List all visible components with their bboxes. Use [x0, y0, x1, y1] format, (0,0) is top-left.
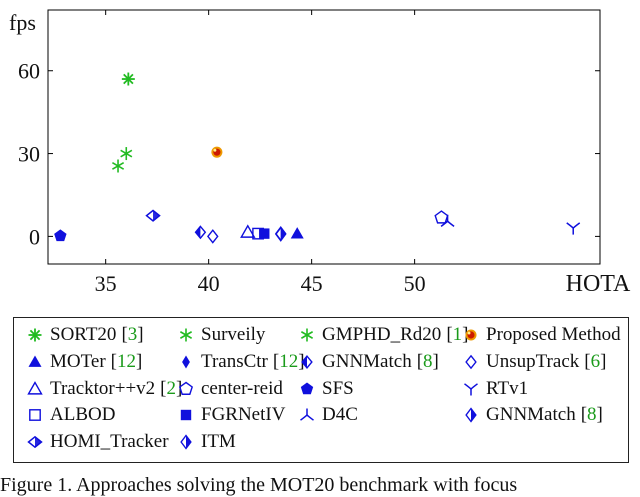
- legend-item: SORT20 [3]: [26, 322, 144, 348]
- legend-item: GNNMatch [8]: [462, 402, 603, 428]
- legend-item: GMPHD_Rd20 [1]: [298, 322, 468, 348]
- legend-marker-icon: [182, 355, 190, 369]
- data-point: [145, 209, 161, 222]
- legend-citation: [8]: [580, 404, 603, 425]
- chart-legend: SORT20 [3] Surveily GMPHD_Rd20 [1] Proposed M…: [13, 317, 629, 463]
- legend-label: ALBOD: [50, 404, 116, 425]
- plot-marks: [54, 72, 581, 244]
- data-point: [120, 147, 133, 161]
- legend-label: UnsupTrack: [486, 351, 580, 372]
- legend-marker-icon: [28, 355, 42, 367]
- legend-marker-icon: [465, 407, 477, 423]
- legend-label: Proposed Method: [486, 324, 621, 345]
- legend-label: GNNMatch: [322, 351, 412, 372]
- data-point: [112, 159, 125, 173]
- scatter-plot: 35 40 45 50 0 30 60 HOTA fps: [9, 9, 631, 297]
- legend-label: GMPHD_Rd20: [322, 324, 442, 345]
- legend-label: HOMI_Tracker: [50, 431, 169, 452]
- legend-marker-icon: [27, 381, 43, 395]
- legend-label: TransCtr: [201, 351, 268, 372]
- data-point: [566, 222, 581, 235]
- data-point: [259, 228, 270, 239]
- x-tick-label: 40: [198, 271, 220, 296]
- x-tick-label: 45: [301, 271, 323, 296]
- legend-marker-icon: [300, 408, 314, 421]
- legend-item: Surveily: [177, 322, 265, 348]
- legend-marker-icon: [178, 381, 194, 395]
- x-tick-label: 50: [404, 271, 426, 296]
- data-point: [290, 227, 304, 239]
- legend-marker-icon: [27, 435, 43, 449]
- legend-label: D4C: [322, 404, 358, 425]
- legend-marker-icon: [301, 355, 313, 369]
- y-axis-label: fps: [9, 10, 36, 35]
- legend-marker-icon: [465, 329, 477, 341]
- data-point: [207, 229, 219, 244]
- legend-citation: [12]: [110, 351, 143, 372]
- x-axis-label: HOTA: [566, 271, 631, 297]
- data-point: [434, 210, 449, 224]
- plot-axes: 35 40 45 50 0 30 60 HOTA fps: [9, 9, 631, 297]
- y-tick-label: 30: [18, 142, 40, 167]
- legend-marker-icon: [300, 382, 314, 395]
- legend-citation: [8]: [416, 351, 439, 372]
- data-point: [211, 146, 223, 158]
- data-point: [274, 226, 287, 242]
- legend-marker-icon: [300, 328, 314, 342]
- legend-item: GNNMatch [8]: [298, 349, 439, 375]
- data-point: [240, 224, 256, 238]
- legend-item: ALBOD: [26, 402, 115, 428]
- legend-label: Surveily: [201, 324, 266, 345]
- y-tick-label: 60: [18, 59, 40, 84]
- x-tick-label: 35: [95, 271, 117, 296]
- legend-item: center-reid: [177, 376, 283, 402]
- legend-item: ITM: [177, 429, 236, 455]
- legend-label: ITM: [201, 431, 236, 452]
- legend-item: Tracktor++v2 [2]: [26, 376, 182, 402]
- legend-citation: [12]: [272, 351, 305, 372]
- legend-marker-icon: [464, 383, 478, 396]
- y-tick-label: 0: [29, 224, 40, 249]
- data-point: [121, 72, 135, 86]
- legend-item: MOTer [12]: [26, 349, 142, 375]
- legend-marker-icon: [29, 409, 41, 421]
- legend-marker-icon: [465, 354, 477, 370]
- legend-item: SFS: [298, 376, 354, 402]
- legend-item: FGRNetIV: [177, 402, 285, 428]
- legend-marker-icon: [180, 409, 192, 421]
- legend-citation: [3]: [121, 324, 144, 345]
- legend-label: Tracktor++v2: [50, 378, 156, 399]
- legend-item: Proposed Method: [462, 322, 621, 348]
- legend-marker-icon: [179, 328, 193, 342]
- legend-label: GNNMatch: [486, 404, 576, 425]
- legend-label: RTv1: [486, 378, 529, 399]
- plot-frame: [47, 9, 601, 265]
- legend-item: UnsupTrack [6]: [462, 349, 606, 375]
- legend-item: TransCtr [12]: [177, 349, 305, 375]
- legend-label: SFS: [322, 378, 354, 399]
- legend-label: MOTer: [50, 351, 106, 372]
- data-point: [54, 229, 67, 242]
- legend-marker-icon: [28, 328, 42, 342]
- legend-item: HOMI_Tracker: [26, 429, 169, 455]
- legend-label: center-reid: [201, 378, 283, 399]
- legend-item: D4C: [298, 402, 358, 428]
- figure-caption: Figure 1. Approaches solving the MOT20 b…: [0, 474, 518, 496]
- legend-item: RTv1: [462, 376, 528, 402]
- legend-citation: [2]: [160, 378, 183, 399]
- legend-label: SORT20: [50, 324, 117, 345]
- legend-citation: [1]: [446, 324, 469, 345]
- legend-label: FGRNetIV: [201, 404, 286, 425]
- legend-citation: [6]: [584, 351, 607, 372]
- legend-marker-icon: [180, 434, 192, 450]
- data-point: [194, 225, 207, 240]
- data-point: [440, 214, 455, 228]
